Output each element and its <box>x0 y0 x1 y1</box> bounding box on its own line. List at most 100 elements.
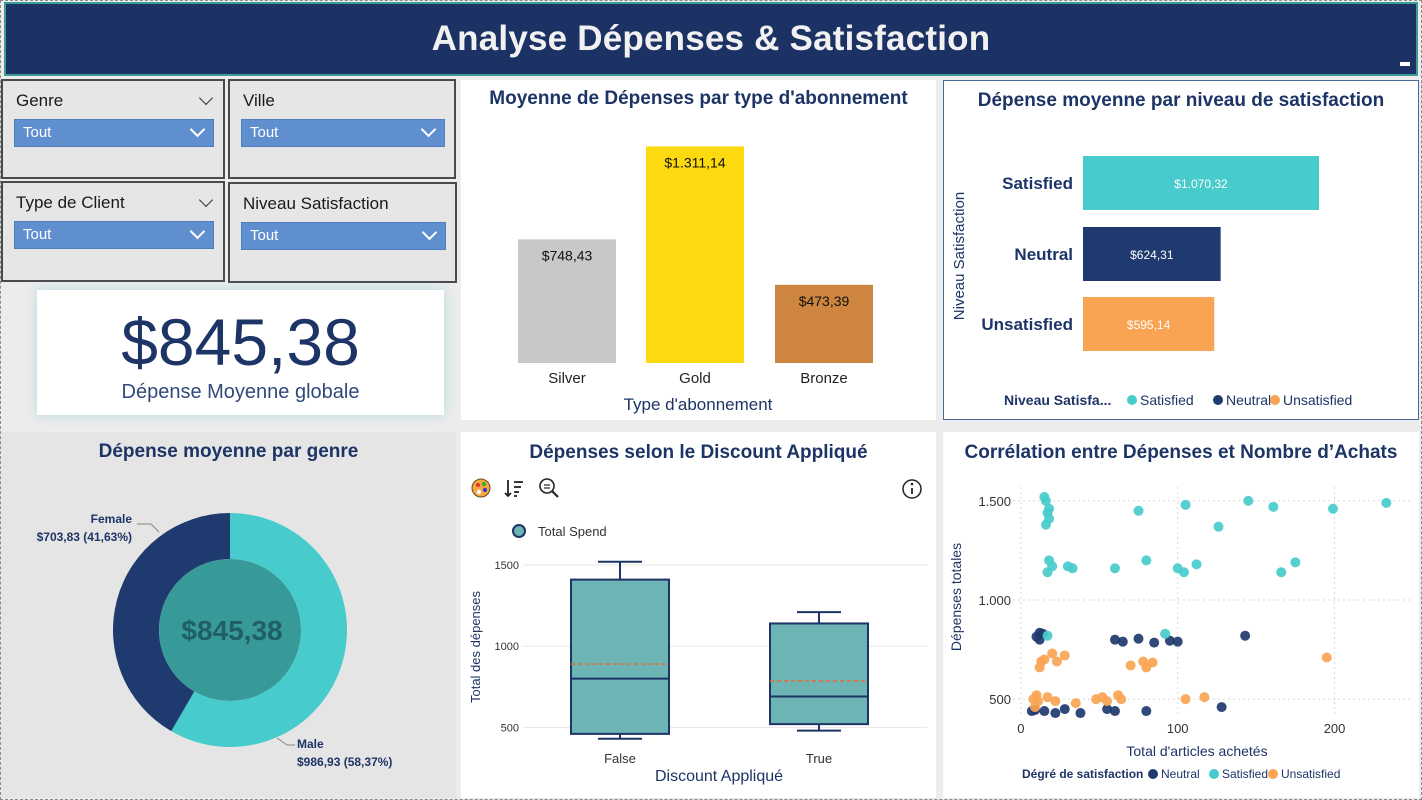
legend-item[interactable]: Satisfied <box>1222 767 1268 781</box>
subscription-chart-panel: Moyenne de Dépenses par type d'abonnemen… <box>461 80 936 420</box>
scatter-point-satisfied[interactable] <box>1213 521 1224 532</box>
scatter-point-neutral[interactable] <box>1102 704 1113 715</box>
box-false[interactable] <box>570 578 670 735</box>
info-icon[interactable] <box>902 479 922 499</box>
bar-unsatisfied[interactable] <box>1083 297 1215 351</box>
scatter-point-satisfied[interactable] <box>1268 501 1279 512</box>
scatter-point-neutral[interactable] <box>1149 637 1160 648</box>
scatter-point-neutral[interactable] <box>1059 704 1070 715</box>
scatter-chart-panel: Corrélation entre Dépenses et Nombre d’A… <box>943 432 1419 798</box>
chevron-down-icon[interactable] <box>198 90 214 106</box>
type-client-dropdown[interactable]: Tout <box>14 221 214 249</box>
scatter-point-neutral[interactable] <box>1240 630 1251 641</box>
scatter-point-unsatisfied[interactable] <box>1180 694 1191 705</box>
scatter-point-neutral[interactable] <box>1034 627 1045 638</box>
bar-silver[interactable] <box>518 239 616 363</box>
scatter-point-satisfied[interactable] <box>1381 497 1392 508</box>
zoom-icon[interactable] <box>539 478 559 498</box>
scatter-point-satisfied[interactable] <box>1042 630 1053 641</box>
scatter-point-satisfied[interactable] <box>1133 505 1144 516</box>
bar-gold[interactable] <box>646 146 744 363</box>
slicer-genre-title: Genre <box>16 91 64 110</box>
scatter-point-neutral[interactable] <box>1050 708 1061 719</box>
scatter-point-satisfied[interactable] <box>1040 495 1051 506</box>
donut-center <box>159 559 301 701</box>
scatter-point-neutral[interactable] <box>1172 636 1183 647</box>
scatter-point-neutral[interactable] <box>1109 706 1120 717</box>
satisfaction-chart-panel: Dépense moyenne par niveau de satisfacti… <box>943 80 1419 420</box>
bar-neutral[interactable] <box>1083 227 1221 281</box>
y-axis-label: Total des dépenses <box>468 590 483 703</box>
legend-item[interactable]: Satisfied <box>1140 392 1194 408</box>
legend-item[interactable]: Unsatisfied <box>1281 767 1340 781</box>
genre-dropdown[interactable]: Tout <box>14 119 214 147</box>
scatter-point-unsatisfied[interactable] <box>1050 696 1061 707</box>
bar-value-label: $748,43 <box>542 247 593 263</box>
scatter-point-unsatisfied[interactable] <box>1102 696 1113 707</box>
scatter-point-unsatisfied[interactable] <box>1029 702 1040 713</box>
scatter-point-unsatisfied[interactable] <box>1051 656 1062 667</box>
palette-icon[interactable] <box>471 478 491 498</box>
scatter-point-satisfied[interactable] <box>1276 567 1287 578</box>
scatter-point-satisfied[interactable] <box>1178 567 1189 578</box>
slice-value-label: $703,83 (41,63%) <box>37 530 132 544</box>
scatter-chart-title: Corrélation entre Dépenses et Nombre d’A… <box>964 442 1398 463</box>
chevron-down-icon <box>189 121 206 138</box>
legend-item[interactable]: Neutral <box>1161 767 1200 781</box>
scatter-point-satisfied[interactable] <box>1328 503 1338 514</box>
scatter-point-satisfied[interactable] <box>1160 628 1171 639</box>
scatter-point-unsatisfied[interactable] <box>1199 692 1210 703</box>
scatter-point-satisfied[interactable] <box>1109 563 1120 574</box>
scatter-point-neutral[interactable] <box>1141 706 1152 717</box>
legend-item[interactable]: Total Spend <box>538 524 607 539</box>
scatter-point-unsatisfied[interactable] <box>1147 657 1158 668</box>
scatter-point-neutral[interactable] <box>1133 633 1144 644</box>
x-tick-label: Silver <box>548 370 586 387</box>
scatter-point-satisfied[interactable] <box>1042 567 1053 578</box>
bar-value-label: $1.311,14 <box>664 154 725 170</box>
slice-male[interactable] <box>171 513 347 747</box>
scatter-point-satisfied[interactable] <box>1191 559 1202 570</box>
scatter-point-neutral[interactable] <box>1109 634 1120 645</box>
minimize-icon[interactable] <box>1400 62 1410 66</box>
slicer-type-client-title: Type de Client <box>16 193 125 212</box>
scatter-point-neutral[interactable] <box>1039 706 1050 717</box>
slicer-ville: Ville Tout <box>228 79 456 179</box>
scatter-point-unsatisfied[interactable] <box>1039 654 1050 665</box>
chevron-down-icon[interactable] <box>198 192 214 208</box>
scatter-point-neutral[interactable] <box>1117 636 1128 647</box>
scatter-point-unsatisfied[interactable] <box>1125 660 1136 671</box>
bar-satisfied[interactable] <box>1083 156 1319 210</box>
scatter-point-satisfied[interactable] <box>1243 495 1254 506</box>
x-tick-label: 0 <box>1017 721 1024 736</box>
scatter-point-unsatisfied[interactable] <box>1059 650 1070 661</box>
scatter-point-satisfied[interactable] <box>1040 519 1051 530</box>
satisfaction-chart-title: Dépense moyenne par niveau de satisfacti… <box>977 90 1385 111</box>
scatter-point-unsatisfied[interactable] <box>1042 692 1053 703</box>
scatter-point-satisfied[interactable] <box>1067 563 1078 574</box>
scatter-point-unsatisfied[interactable] <box>1070 698 1081 709</box>
bar-bronze[interactable] <box>775 284 873 363</box>
donut-center-label: $845,38 <box>181 615 282 646</box>
scatter-point-unsatisfied[interactable] <box>1047 648 1058 659</box>
sort-icon[interactable] <box>504 480 523 498</box>
scatter-point-neutral[interactable] <box>1216 702 1227 713</box>
slice-female[interactable] <box>112 513 230 732</box>
ville-dropdown[interactable]: Tout <box>241 119 445 147</box>
scatter-point-unsatisfied[interactable] <box>1116 694 1127 705</box>
niveau-dropdown[interactable]: Tout <box>241 222 446 250</box>
scatter-point-satisfied[interactable] <box>1141 555 1152 566</box>
x-tick-label: Bronze <box>800 370 848 387</box>
scatter-point-unsatisfied[interactable] <box>1321 652 1332 663</box>
scatter-point-neutral[interactable] <box>1075 708 1086 719</box>
box-true[interactable] <box>769 622 869 726</box>
discount-chart-panel: Dépenses selon le Discount Appliqué <box>461 432 936 798</box>
legend-item[interactable]: Neutral <box>1226 392 1271 408</box>
legend-item[interactable]: Unsatisfied <box>1283 392 1352 408</box>
slice-name-label: Male <box>297 737 324 751</box>
scatter-chart: 500 1.000 1.500 0 100 200 Total d'articles ach… <box>948 487 1413 781</box>
scatter-point-satisfied[interactable] <box>1180 499 1191 510</box>
scatter-point-satisfied[interactable] <box>1290 557 1301 568</box>
type-client-dropdown-value: Tout <box>23 226 52 243</box>
legend-title: Dégré de satisfaction <box>1022 767 1143 781</box>
